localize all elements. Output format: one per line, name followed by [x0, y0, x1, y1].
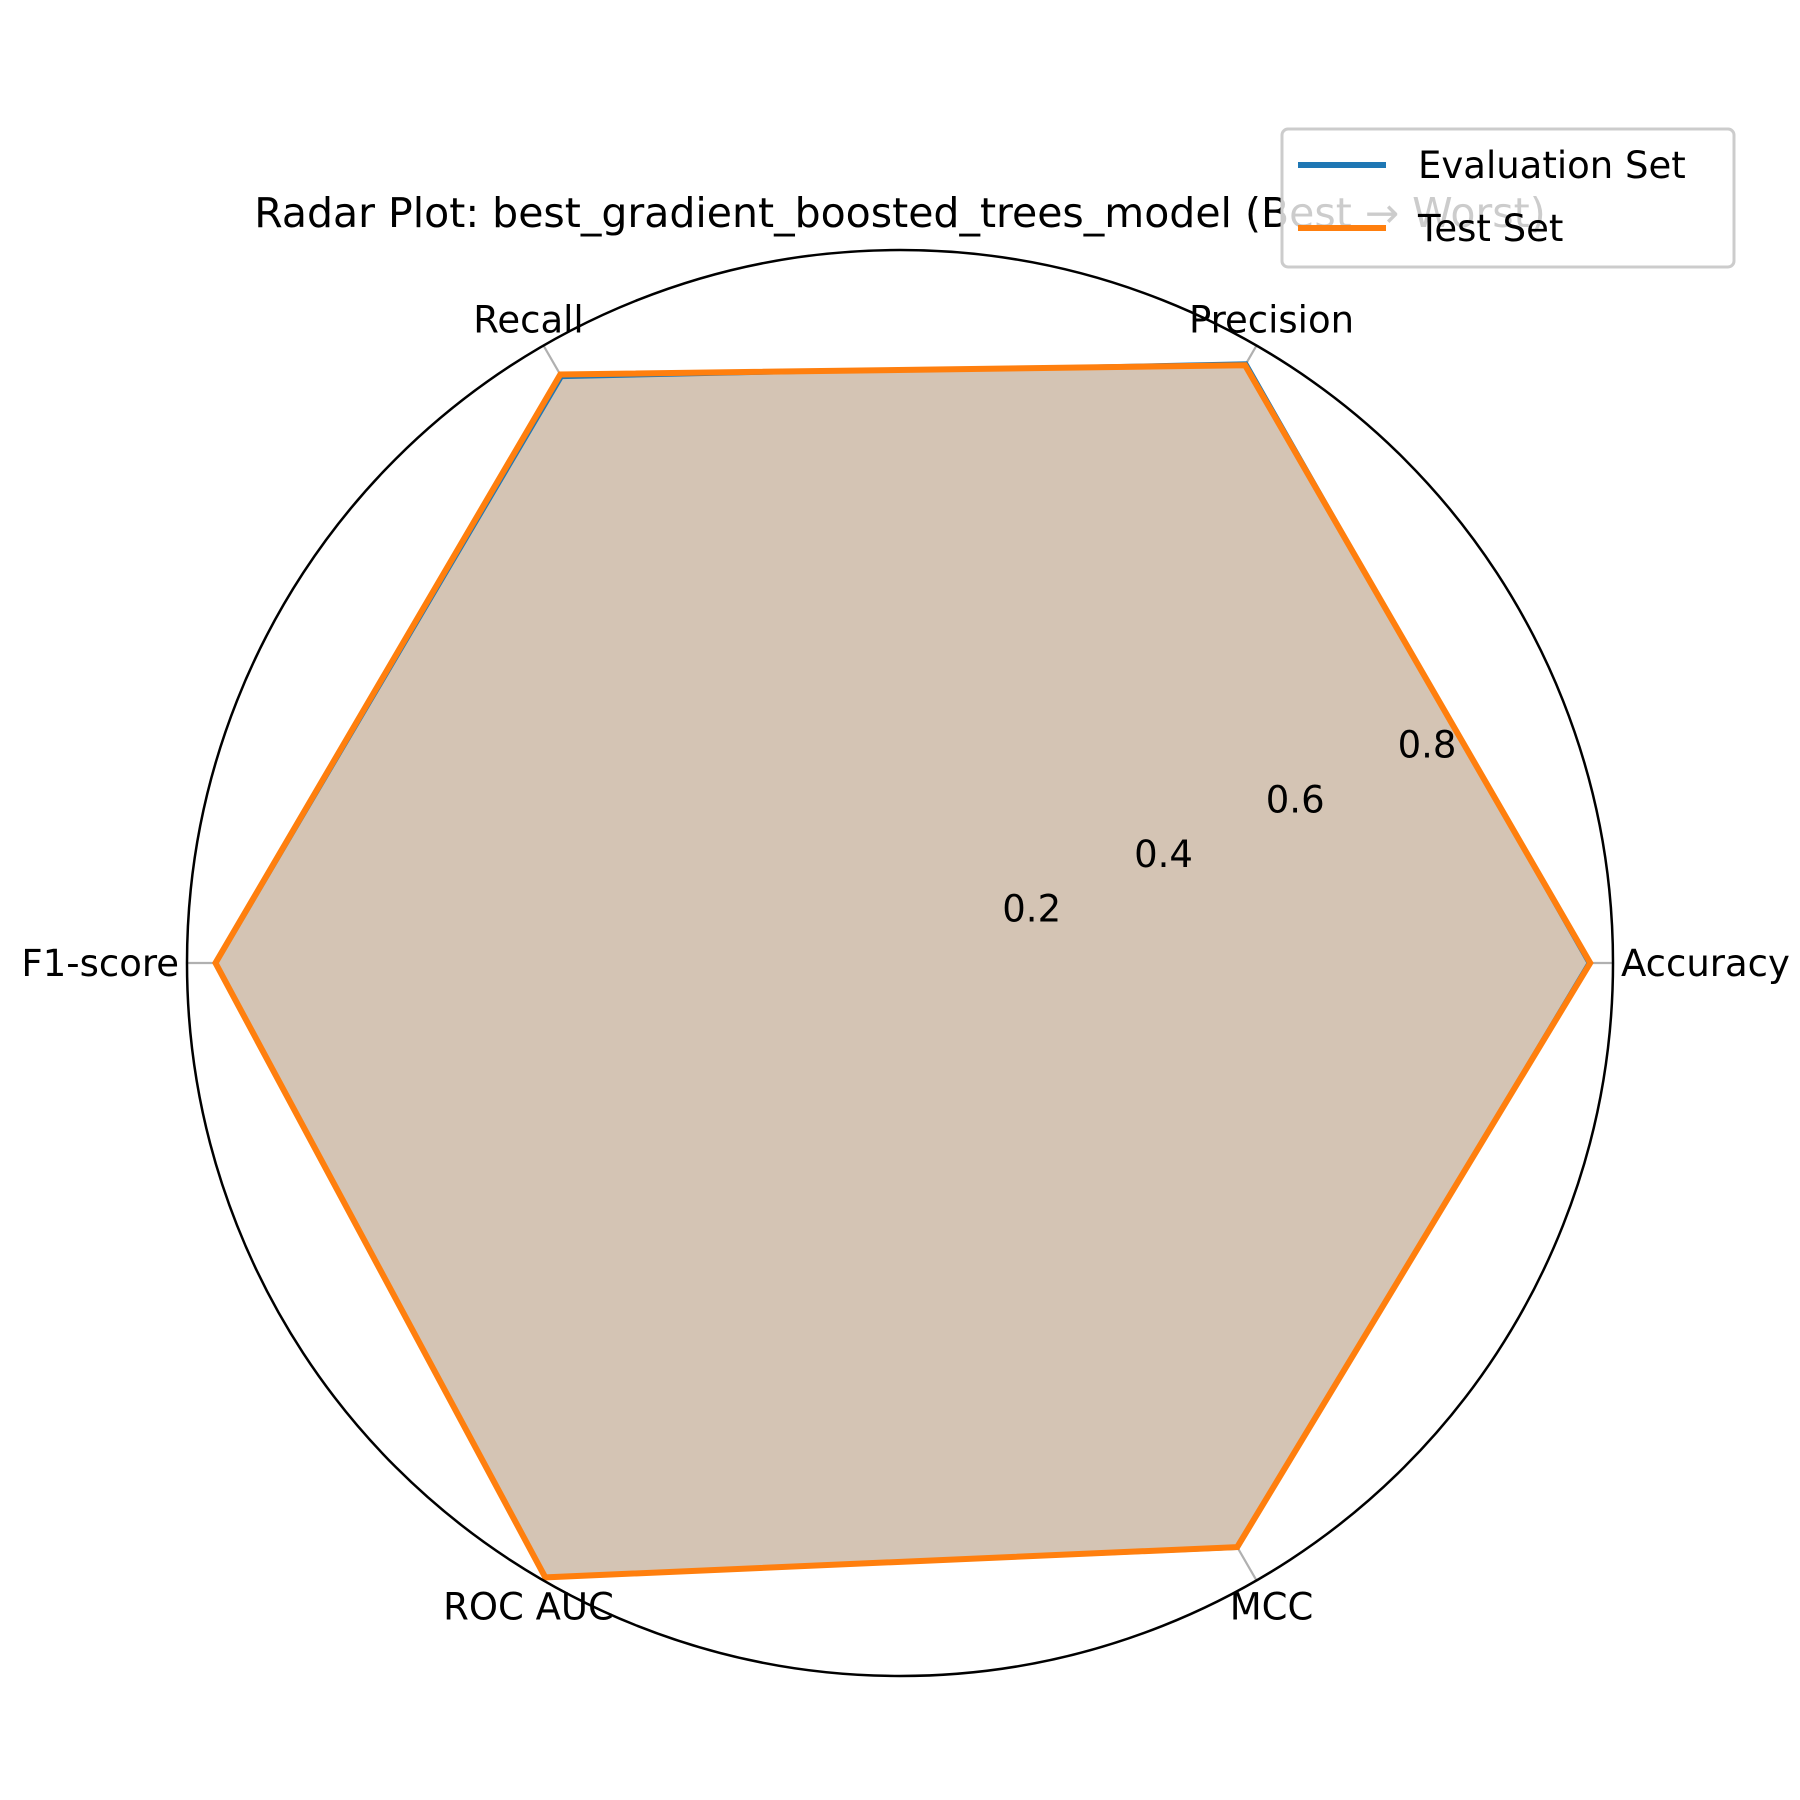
- axis-label-accuracy: Accuracy: [1621, 942, 1790, 985]
- radar-series: [212, 361, 1594, 1581]
- r-tick-label: 0.8: [1398, 724, 1457, 767]
- legend-frame: [1280, 127, 1736, 269]
- outer-ring: [185, 248, 1615, 1678]
- r-tick-label: 0.4: [1134, 833, 1193, 876]
- series-line-test-set: [212, 362, 1594, 1581]
- radar-labels: 0.2 0.4 0.6 0.8 Accuracy Precision Recall F1-sc…: [21, 299, 1790, 1629]
- legend-label-evaluation-set: Evaluation Set: [1418, 144, 1686, 187]
- series-fill-test-set: [215, 365, 1591, 1578]
- series-fill-evaluation-set: [216, 362, 1588, 1578]
- axis-label-mcc: MCC: [1230, 1586, 1314, 1629]
- axis-label-f1-score: F1-score: [21, 942, 179, 985]
- axis-label-precision: Precision: [1189, 299, 1354, 342]
- radar-frame: [185, 248, 1615, 1678]
- r-tick-label: 0.2: [1002, 887, 1061, 930]
- legend-label-test-set: Test Set: [1417, 207, 1563, 250]
- r-tick-label: 0.6: [1266, 778, 1325, 821]
- axis-label-recall: Recall: [473, 299, 583, 342]
- axis-label-roc-auc: ROC AUC: [443, 1586, 614, 1629]
- legend: Evaluation Set Test Set: [1280, 127, 1736, 269]
